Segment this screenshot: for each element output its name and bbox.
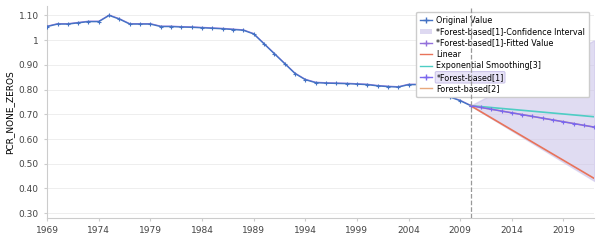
Y-axis label: PCR_NONE_ZEROS: PCR_NONE_ZEROS <box>5 70 14 154</box>
Legend: Original Value, *Forest-based[1]-Confidence Interval, *Forest-based[1]-Fitted Va: Original Value, *Forest-based[1]-Confide… <box>416 12 589 97</box>
